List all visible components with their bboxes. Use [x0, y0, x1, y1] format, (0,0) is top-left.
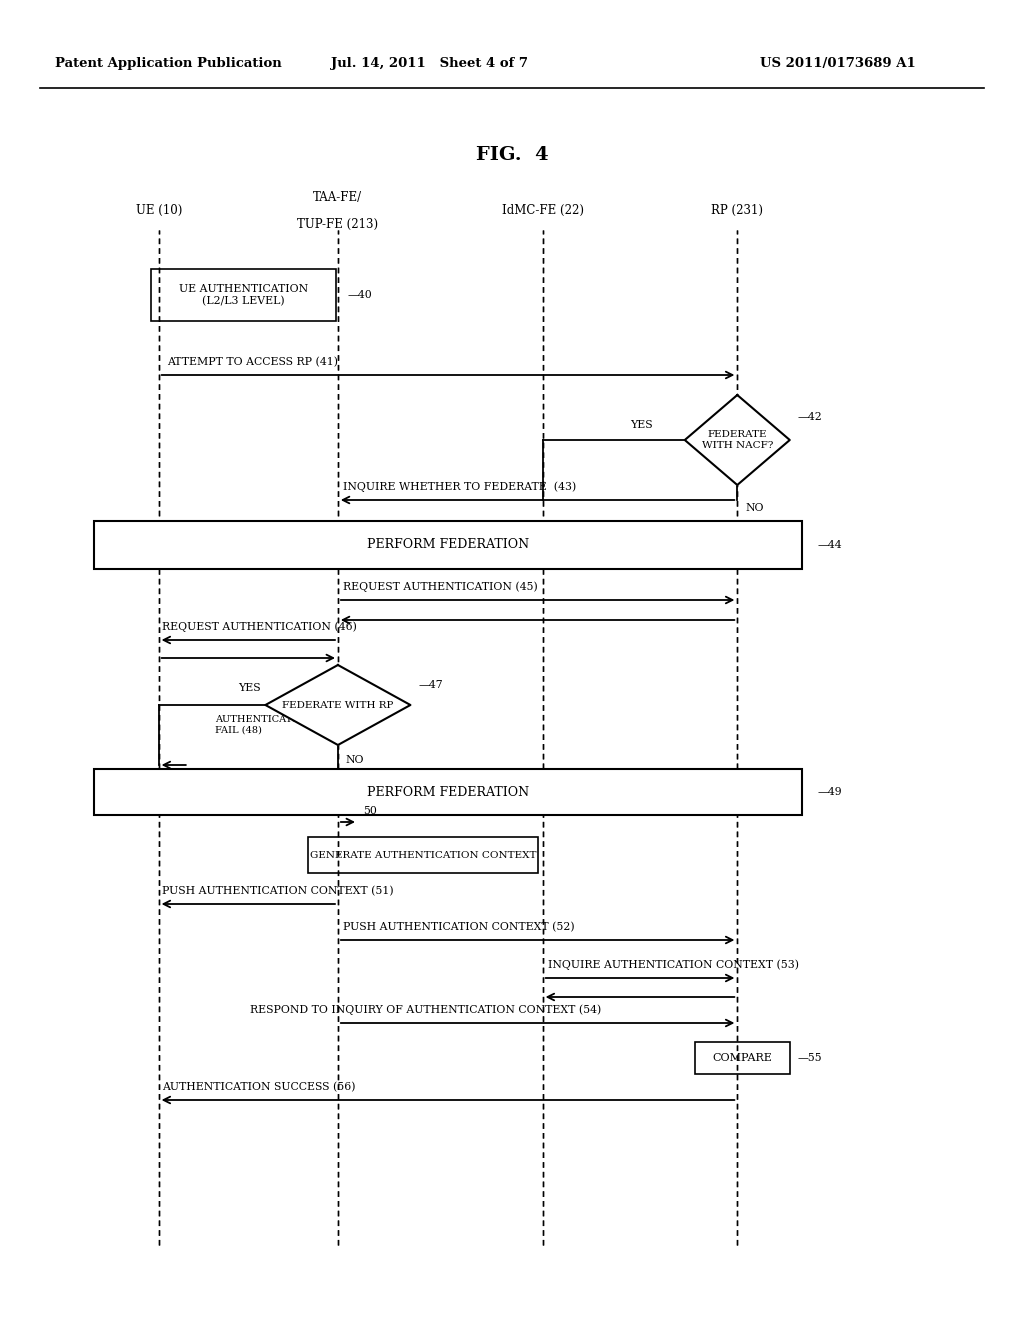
- Text: GENERATE AUTHENTICATION CONTEXT: GENERATE AUTHENTICATION CONTEXT: [309, 850, 537, 859]
- Text: AUTHENTICATION
FAIL (48): AUTHENTICATION FAIL (48): [215, 715, 313, 734]
- Text: ATTEMPT TO ACCESS RP (41): ATTEMPT TO ACCESS RP (41): [167, 356, 338, 367]
- Bar: [308, 837, 538, 873]
- Text: PUSH AUTHENTICATION CONTEXT (52): PUSH AUTHENTICATION CONTEXT (52): [343, 921, 574, 932]
- Text: YES: YES: [238, 682, 260, 693]
- Text: FEDERATE
WITH NACF?: FEDERATE WITH NACF?: [701, 430, 773, 450]
- Text: PERFORM FEDERATION: PERFORM FEDERATION: [367, 785, 529, 799]
- Text: FEDERATE WITH RP: FEDERATE WITH RP: [283, 701, 393, 710]
- Text: COMPARE: COMPARE: [713, 1053, 772, 1063]
- Bar: [94, 521, 802, 569]
- Text: RESPOND TO INQUIRY OF AUTHENTICATION CONTEXT (54): RESPOND TO INQUIRY OF AUTHENTICATION CON…: [250, 1005, 601, 1015]
- Text: —42: —42: [798, 412, 822, 422]
- Text: NO: NO: [346, 755, 365, 766]
- Text: US 2011/0173689 A1: US 2011/0173689 A1: [760, 57, 915, 70]
- Polygon shape: [685, 395, 790, 484]
- Text: Jul. 14, 2011   Sheet 4 of 7: Jul. 14, 2011 Sheet 4 of 7: [332, 57, 528, 70]
- Text: RP (231): RP (231): [712, 203, 763, 216]
- Text: INQUIRE AUTHENTICATION CONTEXT (53): INQUIRE AUTHENTICATION CONTEXT (53): [548, 960, 799, 970]
- Text: —40: —40: [348, 290, 373, 300]
- Bar: [94, 770, 802, 814]
- Text: UE (10): UE (10): [135, 203, 182, 216]
- Text: TAA-FE/: TAA-FE/: [313, 191, 362, 205]
- Text: INQUIRE WHETHER TO FEDERATE  (43): INQUIRE WHETHER TO FEDERATE (43): [343, 482, 577, 492]
- Text: PERFORM FEDERATION: PERFORM FEDERATION: [367, 539, 529, 552]
- Bar: [694, 1041, 790, 1074]
- Text: REQUEST AUTHENTICATION (46): REQUEST AUTHENTICATION (46): [162, 622, 356, 632]
- Text: —47: —47: [419, 680, 443, 690]
- Polygon shape: [265, 665, 411, 744]
- Text: —44: —44: [817, 540, 842, 550]
- Text: IdMC-FE (22): IdMC-FE (22): [502, 203, 584, 216]
- Text: YES: YES: [630, 420, 652, 430]
- Text: AUTHENTICATION SUCCESS (56): AUTHENTICATION SUCCESS (56): [162, 1081, 355, 1092]
- Text: —49: —49: [817, 787, 842, 797]
- Bar: [151, 269, 336, 321]
- Text: NO: NO: [745, 503, 764, 513]
- Text: 50: 50: [362, 807, 377, 816]
- Text: PUSH AUTHENTICATION CONTEXT (51): PUSH AUTHENTICATION CONTEXT (51): [162, 886, 393, 896]
- Text: FIG.  4: FIG. 4: [476, 147, 548, 164]
- Text: Patent Application Publication: Patent Application Publication: [55, 57, 282, 70]
- Text: REQUEST AUTHENTICATION (45): REQUEST AUTHENTICATION (45): [343, 581, 538, 591]
- Text: —55: —55: [798, 1053, 822, 1063]
- Text: TUP-FE (213): TUP-FE (213): [297, 218, 379, 231]
- Text: UE AUTHENTICATION
(L2/L3 LEVEL): UE AUTHENTICATION (L2/L3 LEVEL): [179, 284, 308, 306]
